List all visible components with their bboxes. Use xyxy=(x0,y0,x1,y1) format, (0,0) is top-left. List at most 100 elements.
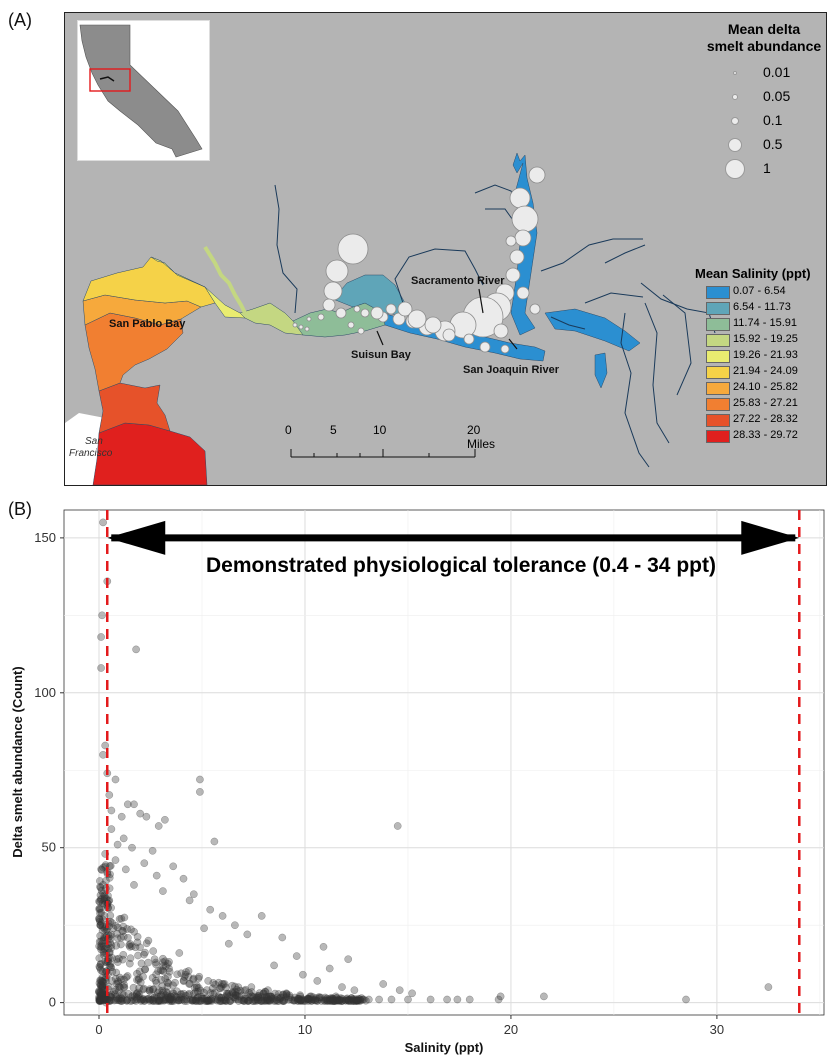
scatter-point xyxy=(347,994,356,1002)
scatter-point xyxy=(101,995,110,1004)
scatter-point xyxy=(98,995,107,1004)
scatter-point xyxy=(154,997,163,1005)
scatter-point xyxy=(284,995,293,1004)
scatter-point xyxy=(132,645,140,654)
scatter-point xyxy=(259,996,267,1005)
scatter-point xyxy=(100,994,109,1002)
scatter-point xyxy=(251,997,260,1005)
scatter-point xyxy=(304,997,313,1005)
scatter-point xyxy=(168,989,177,997)
scatter-point xyxy=(101,861,110,869)
scatter-point xyxy=(96,897,104,906)
scatter-point xyxy=(114,977,122,986)
scatter-point xyxy=(135,984,143,992)
scatter-point xyxy=(95,914,104,923)
map-abundance-circle xyxy=(360,308,370,318)
scatter-point xyxy=(98,939,107,948)
scatter-point xyxy=(119,996,128,1004)
scatter-point xyxy=(114,979,123,988)
scatter-point xyxy=(95,988,103,997)
scatter-point xyxy=(185,979,194,988)
scatter-point xyxy=(97,980,106,989)
scatter-point xyxy=(134,992,143,1001)
scatter-point xyxy=(146,996,154,1004)
scatter-point xyxy=(231,993,239,1002)
scatter-point xyxy=(95,954,104,963)
scatter-point xyxy=(97,991,106,1000)
scatter-point xyxy=(101,994,109,1002)
scatter-point xyxy=(113,958,122,966)
scale-tick-label: 20 Miles xyxy=(467,423,496,451)
scatter-point xyxy=(97,937,106,946)
scatter-point xyxy=(194,974,203,983)
scatter-point xyxy=(98,977,107,986)
scatter-point xyxy=(96,921,105,930)
abundance-circles xyxy=(292,166,546,354)
scatter-point xyxy=(291,993,299,1002)
legend-circle-icon xyxy=(731,117,739,125)
scatter-point xyxy=(120,975,128,984)
scatter-point xyxy=(97,633,105,641)
scatter-point xyxy=(350,997,358,1005)
scatter-point xyxy=(326,996,334,1005)
scatter-point xyxy=(96,996,105,1004)
legend-circle-icon xyxy=(728,138,742,152)
scatter-point xyxy=(106,862,115,870)
scatter-point xyxy=(332,992,340,1001)
abundance-legend-value: 0.05 xyxy=(763,88,791,104)
scatter-point xyxy=(172,993,181,1001)
scatter-point xyxy=(151,976,160,985)
scatter-point xyxy=(100,891,108,900)
scatter-point xyxy=(119,922,128,931)
scatter-point xyxy=(108,977,116,985)
scatter-point xyxy=(261,996,270,1005)
scatter-point xyxy=(95,997,104,1005)
scatter-point xyxy=(95,979,104,988)
scatter-point xyxy=(135,967,144,976)
scatter-point xyxy=(231,988,240,996)
scatter-point xyxy=(181,991,190,1000)
scatter-point xyxy=(140,950,148,959)
scatter-point xyxy=(307,996,316,1005)
scatter-point xyxy=(140,984,148,993)
scatter-point xyxy=(307,995,316,1004)
scatter-point xyxy=(128,843,136,852)
scatter-point xyxy=(279,997,287,1005)
y-tick-label: 0 xyxy=(49,995,56,1010)
scatter-point xyxy=(317,993,325,1002)
scatter-point xyxy=(144,994,153,1003)
tolerance-arrow-head-right xyxy=(741,520,800,555)
legend-circle-icon xyxy=(733,71,737,75)
scatter-point xyxy=(107,944,115,952)
scatter-point xyxy=(115,982,123,991)
scatter-point xyxy=(164,972,172,981)
scatter-point xyxy=(134,988,142,997)
scatter-point xyxy=(330,996,339,1005)
scatter-point xyxy=(254,993,263,1002)
suisun-bay-label: Suisun Bay xyxy=(351,349,411,361)
scatter-point xyxy=(113,934,122,943)
scatter-point xyxy=(190,983,199,992)
scatter-point xyxy=(282,992,291,1001)
scatter-point xyxy=(358,995,367,1004)
scatter-point xyxy=(115,915,124,923)
scatter-point xyxy=(151,958,160,967)
scatter-point xyxy=(221,997,230,1005)
scatter-point xyxy=(133,932,142,941)
scatter-point xyxy=(100,995,108,1004)
scatter-point xyxy=(279,990,288,999)
scatter-point xyxy=(234,983,243,992)
scatter-point xyxy=(313,996,321,1005)
scatter-point xyxy=(163,978,172,987)
scatter-point xyxy=(248,992,256,1001)
map-abundance-circle xyxy=(463,333,475,345)
scatter-point xyxy=(266,996,274,1005)
scatter-point xyxy=(122,996,131,1005)
scatter-point xyxy=(259,989,268,998)
scatter-point xyxy=(352,997,361,1005)
scatter-point xyxy=(124,933,132,942)
scatter-point xyxy=(207,995,216,1004)
scatter-point xyxy=(304,995,312,1004)
scatter-point xyxy=(199,988,208,997)
scatter-point xyxy=(336,994,345,1002)
